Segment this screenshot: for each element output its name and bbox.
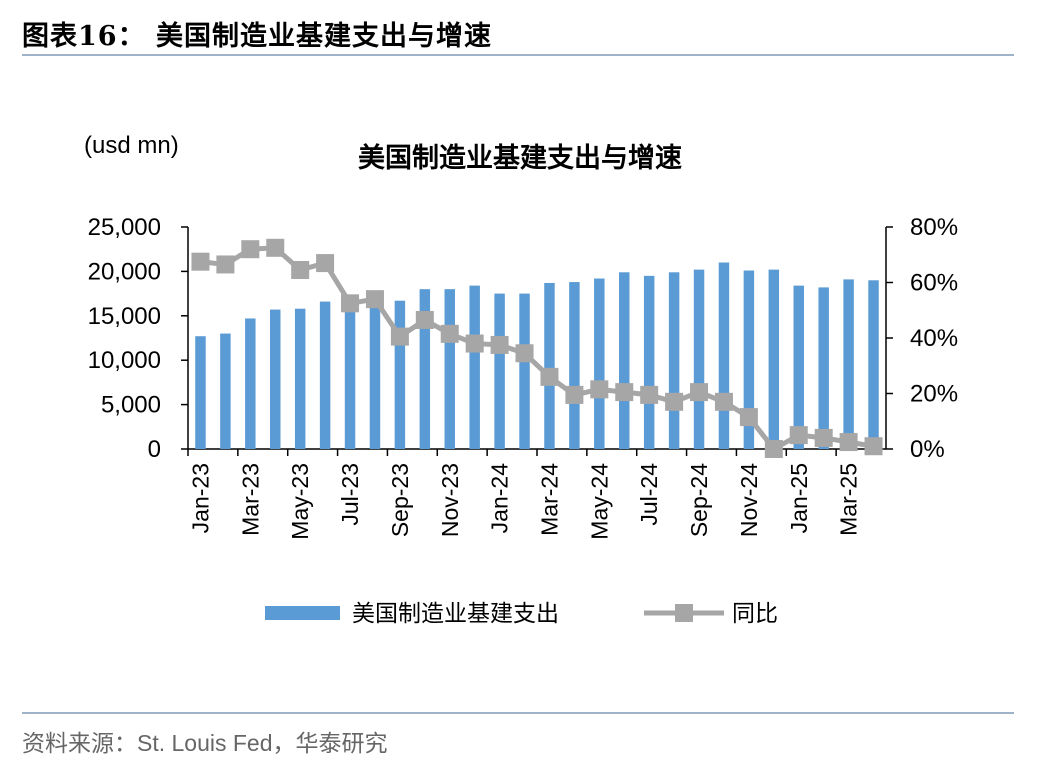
bar (643, 275, 655, 449)
legend-bar-label: 美国制造业基建支出 (352, 600, 559, 626)
x-tick-label: Mar-24 (536, 463, 562, 536)
x-tick-label: May-24 (586, 463, 612, 540)
y-left-unit-label: (usd mn) (84, 132, 179, 159)
bar (544, 282, 555, 449)
point-marker (789, 426, 808, 445)
x-tick-label: Jul-24 (636, 463, 662, 526)
bar (494, 293, 505, 449)
bottom-divider (22, 712, 1014, 714)
y-left-tick-label: 20,000 (88, 258, 161, 285)
y-right-tick-label: 0% (910, 436, 945, 463)
point-marker (640, 385, 659, 404)
x-tick-label: Sep-24 (686, 463, 712, 537)
bar (469, 285, 480, 449)
yoy-line (200, 245, 874, 452)
bar (718, 262, 730, 449)
bar (668, 272, 680, 449)
legend-line-label: 同比 (732, 600, 778, 626)
bar (270, 309, 281, 449)
bar (294, 308, 306, 449)
y-left-tick-label: 0 (148, 436, 161, 463)
line-series (191, 238, 883, 458)
bar (594, 278, 605, 449)
x-tick-label: Jan-25 (786, 463, 812, 533)
point-marker (690, 383, 709, 402)
point-marker (216, 255, 235, 274)
y-right-tick-label: 60% (910, 270, 958, 297)
point-marker (341, 294, 360, 313)
bar (693, 269, 705, 449)
point-marker (316, 254, 335, 273)
point-marker (814, 428, 833, 447)
point-marker (390, 327, 409, 346)
bar-series (195, 262, 879, 449)
source-note: 资料来源：St. Louis Fed，华泰研究 (22, 730, 388, 756)
bar (743, 270, 755, 449)
bar (569, 282, 580, 449)
bar (245, 318, 256, 449)
bar (619, 272, 630, 449)
x-tick-label: Sep-23 (387, 463, 413, 537)
point-marker (864, 437, 883, 456)
x-tick-label: Nov-23 (437, 463, 463, 537)
bar (344, 297, 356, 449)
y-right-tick-label: 20% (910, 381, 958, 408)
point-marker (415, 310, 434, 329)
bar (818, 287, 829, 449)
point-marker (540, 367, 559, 386)
top-divider (22, 54, 1014, 56)
bar (195, 336, 206, 449)
point-marker (241, 240, 260, 259)
legend-line-marker (675, 604, 693, 622)
legend: 美国制造业基建支出 同比 (265, 600, 778, 626)
point-marker (440, 324, 459, 343)
point-marker (565, 385, 584, 404)
point-marker (739, 408, 758, 427)
point-marker (191, 252, 210, 271)
point-marker (291, 261, 310, 280)
y-left-tick-label: 10,000 (88, 347, 161, 374)
point-marker (266, 238, 285, 257)
x-tick-label: Mar-25 (836, 463, 862, 536)
bar (793, 285, 804, 449)
bar (319, 301, 331, 449)
x-tick-label: Jan-23 (187, 463, 213, 533)
y-left-tick-label: 15,000 (88, 303, 161, 330)
figure-title: 图表16： 美国制造业基建支出与增速 (22, 21, 492, 52)
axes: 0 5,000 10,000 15,000 20,000 25,000 0% 20% 40% 60… (88, 214, 958, 540)
bar (519, 293, 530, 449)
bar (369, 298, 381, 449)
bar (394, 300, 406, 449)
chart-title: 美国制造业基建支出与增速 (358, 142, 682, 174)
point-marker (465, 334, 484, 353)
bar (444, 289, 455, 449)
chart: 美国制造业基建支出与增速 (usd mn) 0 5,000 10,000 15,000… (84, 132, 958, 626)
point-marker (515, 344, 534, 363)
x-tick-label: May-23 (287, 463, 313, 540)
bar (419, 289, 431, 449)
point-marker (590, 380, 609, 399)
point-marker (764, 440, 783, 458)
point-marker (714, 392, 733, 411)
x-tick-label: Nov-24 (736, 463, 762, 537)
bar (843, 279, 854, 449)
point-marker (839, 433, 858, 452)
point-marker (365, 290, 384, 309)
point-marker (615, 383, 634, 402)
x-tick-label: Jan-24 (487, 463, 513, 534)
point-marker (665, 392, 684, 411)
x-tick-label: Jul-23 (337, 463, 363, 526)
y-left-tick-label: 25,000 (88, 214, 161, 241)
point-marker (490, 335, 509, 354)
bar (220, 333, 231, 449)
x-tick-label: Mar-23 (237, 463, 263, 536)
y-left-tick-label: 5,000 (101, 392, 161, 419)
bar (768, 269, 780, 449)
bar (868, 280, 879, 449)
y-right-tick-label: 80% (910, 214, 958, 241)
legend-bar-swatch (265, 606, 340, 620)
y-right-tick-label: 40% (910, 325, 958, 352)
